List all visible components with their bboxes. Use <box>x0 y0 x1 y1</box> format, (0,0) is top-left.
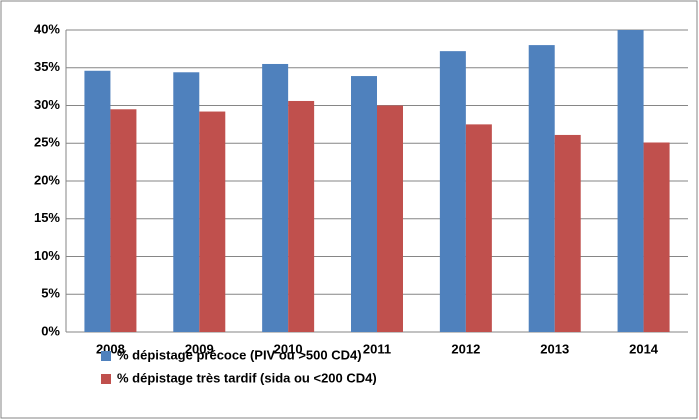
y-tick-label: 0% <box>41 323 60 338</box>
y-tick-label: 35% <box>34 59 60 74</box>
bar <box>110 109 137 333</box>
y-tick-label: 15% <box>34 210 60 225</box>
bar <box>173 72 200 332</box>
bar <box>617 30 644 332</box>
bar <box>528 45 555 332</box>
y-tick-label: 10% <box>34 248 60 263</box>
bar <box>377 105 403 332</box>
x-tick-label: 2014 <box>629 341 659 356</box>
x-tick-label: 2013 <box>540 341 569 356</box>
legend-swatch <box>101 374 111 384</box>
bar <box>84 70 111 333</box>
bar <box>439 51 466 332</box>
y-tick-label: 40% <box>34 21 60 36</box>
y-tick-label: 25% <box>34 135 60 150</box>
legend-label: % dépistage très tardif (sida ou <200 CD… <box>117 370 377 385</box>
y-tick-label: 30% <box>34 97 60 112</box>
y-tick-label: 20% <box>34 172 60 187</box>
x-tick-label: 2010 <box>274 341 303 356</box>
bar <box>351 76 377 333</box>
bar <box>262 63 289 332</box>
legend-swatch <box>101 351 111 361</box>
y-tick-label: 5% <box>41 286 60 301</box>
x-tick-label: 2012 <box>451 341 480 356</box>
legend-label: % dépistage précoce (PIV ou >500 CD4) <box>117 347 362 362</box>
bar <box>643 142 670 332</box>
bar <box>554 134 581 332</box>
bar <box>288 100 315 332</box>
x-tick-label: 2011 <box>363 341 391 356</box>
bar <box>199 111 226 332</box>
x-tick-label: 2009 <box>185 341 214 356</box>
bar <box>465 124 492 332</box>
